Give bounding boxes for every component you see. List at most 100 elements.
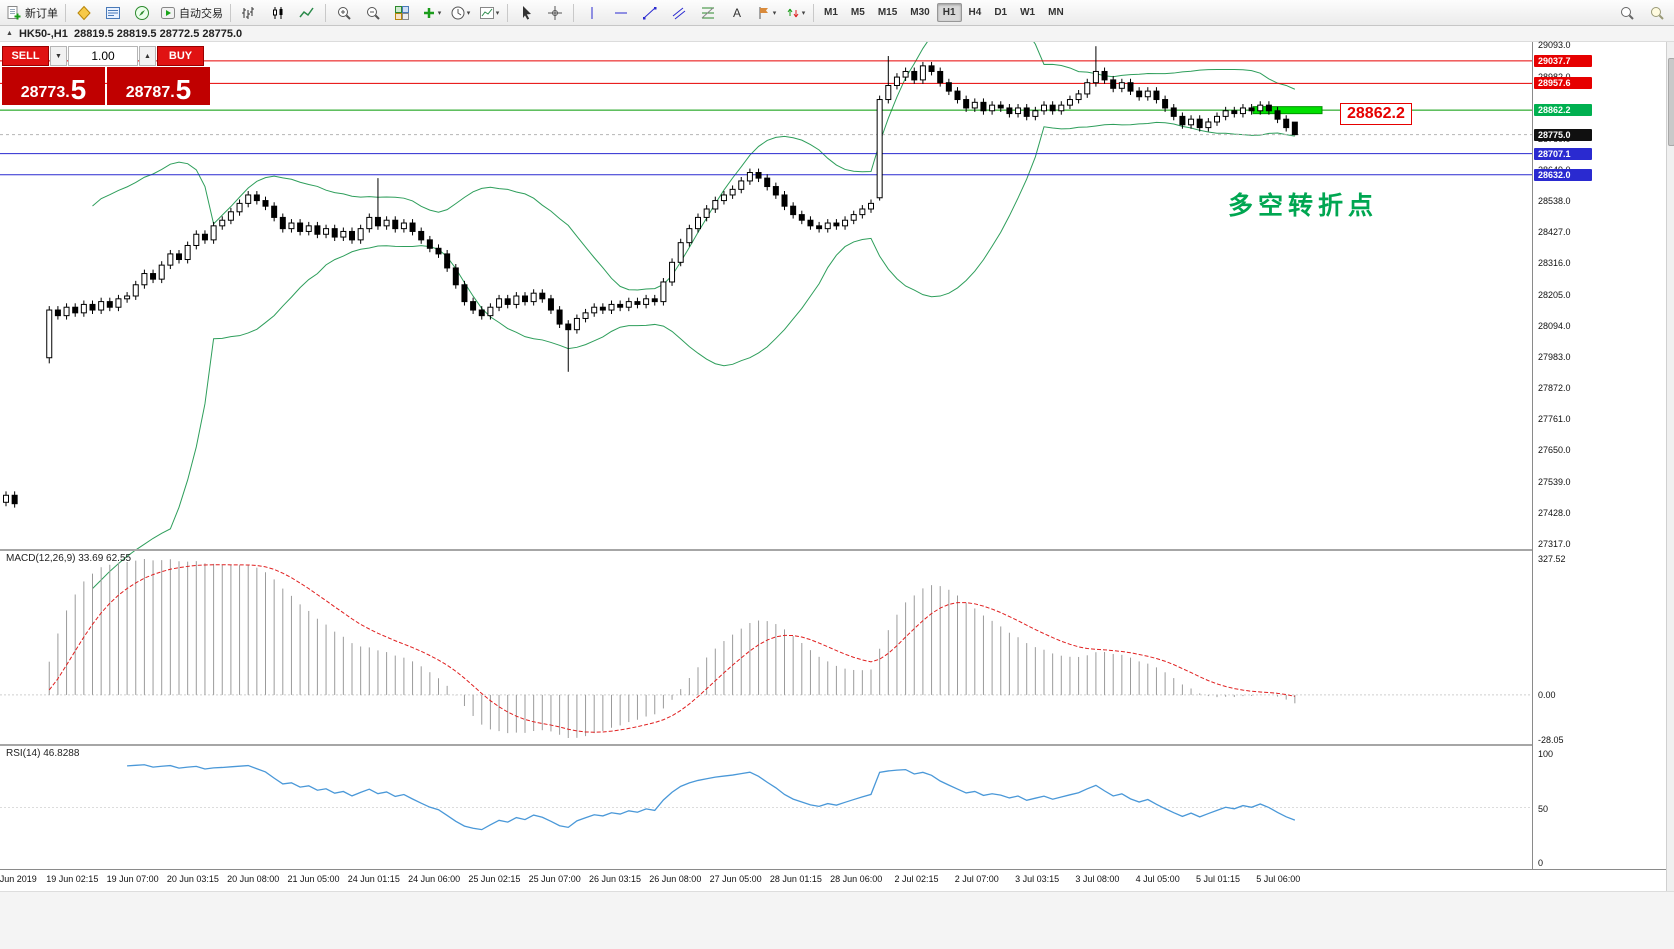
templates-button[interactable]: ▾ [475, 1, 503, 25]
window-bottom-area [0, 891, 1674, 949]
autotrade-button[interactable]: 自动交易 [157, 1, 226, 25]
autotrade-icon [161, 6, 175, 19]
buy-button[interactable]: BUY [157, 46, 204, 66]
timeframe-button-mn[interactable]: MN [1048, 7, 1064, 18]
timeframe-group: M1 M5 M15 M30 H1 H4 D1 W1 MN [818, 3, 1070, 22]
price-axis-tick: 27650.0 [1538, 445, 1571, 456]
time-axis-label: 2 Jul 02:15 [894, 874, 939, 884]
toolbar-right-group [1613, 1, 1671, 25]
time-axis-label: 20 Jun 03:15 [166, 874, 219, 884]
navigator-button[interactable] [128, 1, 156, 25]
scrollbar-thumb[interactable] [1668, 58, 1674, 146]
arrows-button[interactable]: ▾ [781, 1, 809, 25]
line-chart-icon [299, 7, 314, 17]
market-watch-icon [77, 5, 91, 20]
collapse-icon[interactable]: ▲ [6, 30, 13, 37]
timeframe-button-h4[interactable]: H4 [968, 7, 982, 18]
chart-canvas [0, 42, 1532, 869]
turning-point-annotation[interactable]: 多空转折点 [1228, 192, 1379, 220]
volume-up-button[interactable]: ▲ [139, 46, 156, 66]
bars-chart-icon [242, 6, 254, 19]
line-chart-button[interactable] [293, 1, 321, 25]
volume-input[interactable] [68, 46, 138, 66]
spinner-down-icon: ▼ [55, 52, 62, 60]
main-chart[interactable] [0, 42, 1532, 869]
price-axis-tick: 27317.0 [1538, 538, 1571, 549]
bars-chart-button[interactable] [235, 1, 263, 25]
price-axis-tick: 27983.0 [1538, 351, 1571, 362]
time-axis-label: 18 Jun 2019 [0, 874, 37, 884]
time-axis-label: 28 Jun 06:00 [830, 874, 883, 884]
price-axis-tick: 27428.0 [1538, 507, 1571, 518]
svg-text:A: A [733, 6, 741, 20]
text-button[interactable]: A [723, 1, 751, 25]
arrows-icon [787, 8, 799, 17]
periods-button[interactable]: ▾ [446, 1, 474, 25]
timeframe-button-m5[interactable]: M5 [850, 7, 865, 18]
time-axis-label: 26 Jun 03:15 [588, 874, 642, 884]
volume-down-button[interactable]: ▼ [50, 46, 67, 66]
toolbar-separator [230, 3, 231, 22]
macd-label: MACD(12,26,9) 33.69 62.55 [6, 553, 132, 564]
vertical-line-button[interactable] [578, 1, 606, 25]
price-axis-tick: 28316.0 [1538, 258, 1571, 269]
timeframe-button-w1[interactable]: W1 [1020, 7, 1036, 18]
timeframe-button-d1[interactable]: D1 [994, 7, 1008, 18]
buy-price-pips: 5 [175, 73, 192, 105]
chart-scrollbar[interactable] [1666, 42, 1674, 891]
search-button[interactable] [1613, 1, 1641, 25]
chevron-down-icon: ▾ [437, 9, 442, 17]
macd-axis-label: 0.00 [1538, 689, 1556, 700]
fibonacci-button[interactable] [694, 1, 722, 25]
tile-windows-button[interactable] [388, 1, 416, 25]
pane-separator[interactable] [0, 744, 1666, 746]
chevron-down-icon: ▾ [801, 9, 806, 17]
data-window-button[interactable] [99, 1, 127, 25]
trendline-button[interactable] [636, 1, 664, 25]
zoom-in-button[interactable] [330, 1, 358, 25]
indicators-button[interactable]: ▾ [417, 1, 445, 25]
toolbar-separator [813, 3, 814, 22]
price-flag-label[interactable]: 28862.2 [1340, 103, 1412, 125]
buy-price[interactable]: 28787. 5 [107, 67, 210, 105]
pane-separator[interactable] [0, 549, 1666, 551]
sell-price-main: 28773. [20, 84, 70, 101]
chart-title-bar[interactable]: ▲ HK50-,H1 28819.5 28819.5 28772.5 28775… [0, 26, 1674, 42]
candlestick-chart-button[interactable] [264, 1, 292, 25]
timeframe-button-m30[interactable]: M30 [910, 7, 930, 18]
zoom-out-button[interactable] [359, 1, 387, 25]
sell-price[interactable]: 28773. 5 [2, 67, 105, 105]
clock-icon [451, 6, 465, 19]
crosshair-icon [548, 5, 562, 20]
chevron-down-icon: ▾ [495, 9, 500, 17]
sell-button[interactable]: SELL [2, 46, 49, 66]
crosshair-button[interactable] [541, 1, 569, 25]
text-icon: A [733, 6, 741, 20]
price-axis-tick: 29093.0 [1538, 40, 1571, 51]
new-order-label: 新订单 [25, 7, 58, 20]
horizontal-line-button[interactable] [607, 1, 635, 25]
time-axis-label: 20 Jun 08:00 [227, 874, 280, 884]
timeframe-button-m1[interactable]: M1 [824, 7, 838, 18]
cursor-button[interactable] [512, 1, 540, 25]
search-icon [1621, 6, 1634, 20]
tile-windows-icon [395, 5, 409, 20]
template-chart-icon [479, 6, 494, 19]
label-button[interactable]: ▾ [752, 1, 780, 25]
price-axis[interactable]: 29093.028982.028871.028760.028649.028538… [1532, 40, 1666, 869]
autotrade-label: 自动交易 [179, 7, 223, 20]
price-axis-tick: 27872.0 [1538, 383, 1571, 394]
time-axis-label: 24 Jun 06:00 [408, 874, 461, 884]
price-axis-tick: 27761.0 [1538, 414, 1571, 425]
price-badge: 29037.7 [1534, 54, 1592, 67]
market-watch-button[interactable] [70, 1, 98, 25]
zoom-tool-button[interactable] [1643, 1, 1671, 25]
timeframe-button-h1[interactable]: H1 [936, 3, 962, 22]
new-order-button[interactable]: 新订单 [3, 1, 61, 25]
rsi-axis-label: 0 [1538, 858, 1544, 868]
rsi-axis-label: 100 [1538, 749, 1554, 759]
channel-button[interactable] [665, 1, 693, 25]
time-axis[interactable]: 18 Jun 2019 19 Jun 02:15 19 Jun 07:00 20 Ju… [0, 869, 1666, 891]
spinner-up-icon: ▲ [144, 52, 151, 60]
timeframe-button-m15[interactable]: M15 [877, 7, 898, 18]
